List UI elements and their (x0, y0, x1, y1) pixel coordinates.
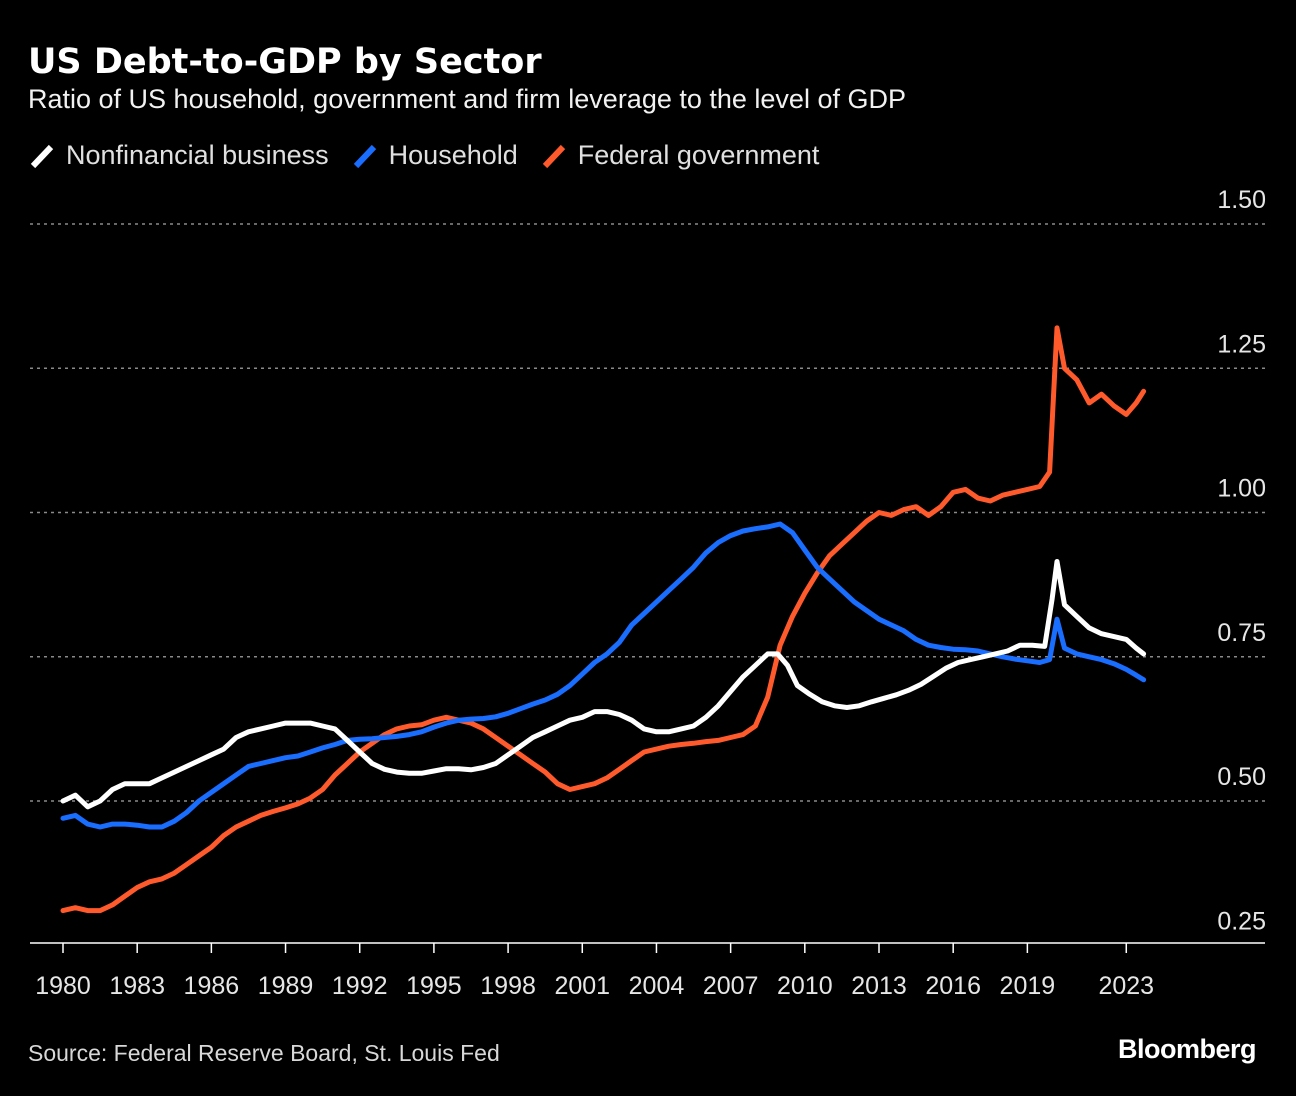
series-lines (60, 325, 1147, 914)
x-tick-label: 2023 (1098, 972, 1154, 1000)
legend-swatch-household (353, 144, 376, 168)
x-tick-label: 2001 (554, 972, 610, 1000)
chart-subtitle: Ratio of US household, government and fi… (28, 84, 906, 114)
x-tick-label: 2016 (925, 972, 981, 1000)
x-tick-label: 2010 (777, 972, 833, 1000)
series-line-federal-government (60, 325, 1147, 914)
y-tick-label: 1.00 (1217, 475, 1266, 503)
legend-item-nonfinancial-business: Nonfinancial business (28, 140, 329, 171)
gridlines (30, 223, 1265, 802)
x-tick-label: 2019 (1000, 972, 1056, 1000)
x-tick-label: 1980 (35, 972, 91, 1000)
legend-item-federal-government: Federal government (540, 140, 820, 171)
series-line-nonfinancial-business (60, 559, 1147, 810)
x-tick-label: 2013 (851, 972, 907, 1000)
x-tick-label: 2007 (703, 972, 759, 1000)
x-tick-label: 1989 (258, 972, 314, 1000)
y-tick-label: 1.50 (1217, 186, 1266, 214)
chart-title: US Debt-to-GDP by Sector (28, 42, 542, 82)
x-tick-label: 1986 (184, 972, 240, 1000)
series-line-household (60, 521, 1147, 830)
y-tick-label: 0.25 (1217, 907, 1266, 935)
x-tick-label: 2004 (629, 972, 685, 1000)
legend: Nonfinancial business Household Federal … (28, 140, 841, 171)
legend-label-nonfinancial-business: Nonfinancial business (66, 140, 329, 170)
y-tick-label: 0.50 (1217, 763, 1266, 791)
x-tick-label: 1995 (406, 972, 462, 1000)
x-tick-label: 1992 (332, 972, 388, 1000)
legend-label-household: Household (388, 140, 518, 170)
x-axis: 1980 1983 1986 1989 1992 1995 1998 2001 2004 2007… (30, 942, 1265, 1000)
source-note: Source: Federal Reserve Board, St. Louis… (28, 1040, 500, 1066)
x-tick-label: 1983 (109, 972, 165, 1000)
legend-item-household: Household (351, 140, 518, 171)
legend-label-federal-government: Federal government (577, 140, 820, 170)
y-tick-label: 0.75 (1217, 619, 1266, 647)
legend-swatch-nonfinancial-business (30, 144, 54, 168)
legend-swatch-federal-government (542, 144, 565, 168)
y-axis: 0.25 0.50 0.75 1.00 1.25 1.50 (1217, 186, 1266, 935)
x-tick-label: 1998 (480, 972, 536, 1000)
brand-logo: Bloomberg (1117, 1034, 1257, 1064)
y-tick-label: 1.25 (1217, 330, 1266, 358)
